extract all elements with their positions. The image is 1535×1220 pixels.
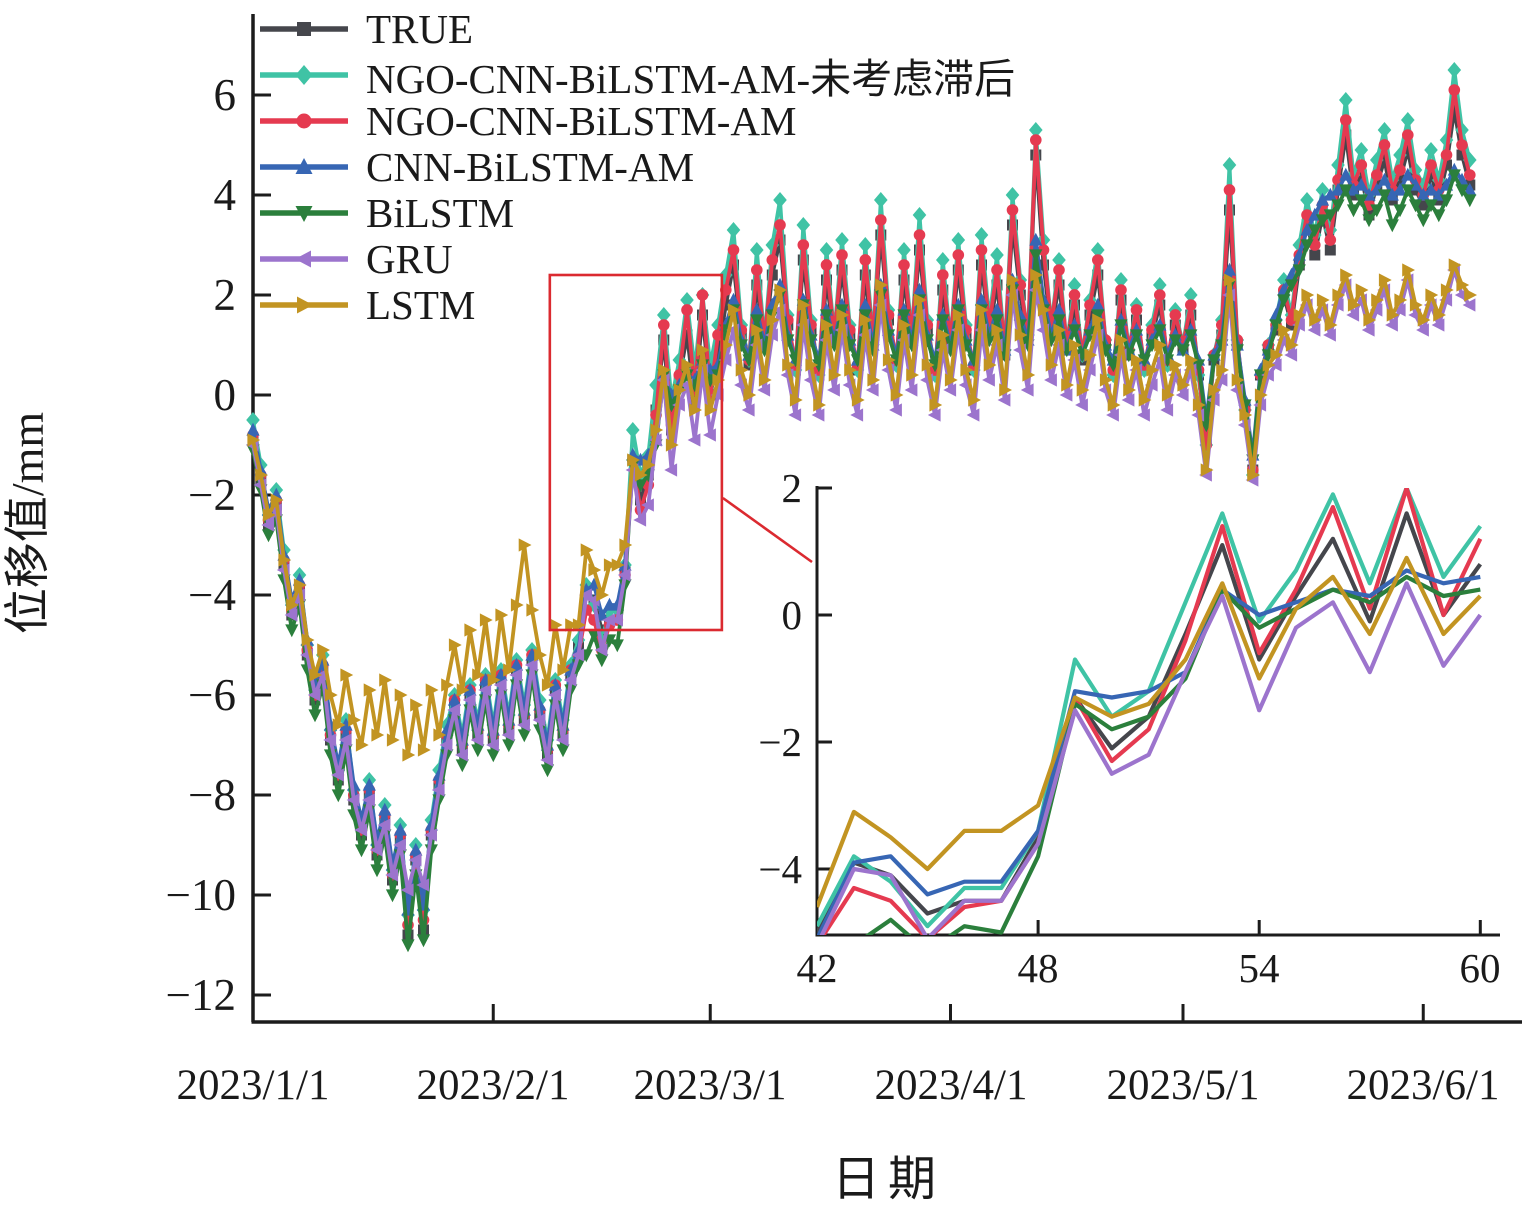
series-LSTM [247,258,1477,762]
inset-x-tick-label: 48 [1017,945,1059,991]
y-tick-label: −12 [165,970,236,1020]
inset-series [817,488,1483,935]
legend-item-true: TRUE [258,6,1015,52]
legend-label: TRUE [366,6,474,52]
y-tick-label: 0 [213,370,237,420]
zoom-rect [548,273,724,632]
inset-y-tick-label: 0 [781,592,803,638]
inset-x-tick-label: 42 [796,945,838,991]
legend: TRUE NGO-CNN-BiLSTM-AM-未考虑滞后 NGO-CNN-BiL… [258,6,1015,328]
inset-series-BiLSTM [864,574,1481,935]
y-tick-label: −6 [188,670,236,720]
legend-marker-icon [260,250,348,268]
legend-marker-icon [260,113,348,129]
legend-marker-icon [260,22,348,36]
inset-series-CNN-BiLSTM-AM [817,568,1481,935]
zoom-region [548,273,813,632]
x-tick-label: 2023/5/1 [1106,1062,1260,1109]
inset-x-tick-label: 60 [1459,945,1501,991]
y-tick-label: 2 [213,270,237,320]
inset-series-NGO-CNN-BiLSTM-AM [821,488,1483,935]
y-axis-title: 位移值/mm [2,411,53,635]
legend-item-cnn-bilstm-am: CNN-BiLSTM-AM [258,144,1015,190]
inset-chart [815,486,1500,937]
inset-x-tick-label: 54 [1238,945,1280,991]
inset-series-LSTM [817,555,1482,908]
inset-y-tick-label: −2 [758,719,802,765]
y-tick-label: −2 [188,470,236,520]
legend-label: CNN-BiLSTM-AM [366,144,695,190]
y-tick-label: −8 [188,770,236,820]
x-tick-label: 2023/3/1 [633,1062,787,1109]
zoom-connector-line [722,496,813,564]
y-tick-label: −10 [165,870,236,920]
inset-y-tick-label: −4 [758,846,802,892]
legend-marker-icon [260,206,348,222]
y-tick-label: 6 [213,70,237,120]
legend-item-ngo-cnn-bilstm-am-no-lag: NGO-CNN-BiLSTM-AM-未考虑滞后 [258,52,1015,102]
legend-item-gru: GRU [258,236,1015,282]
legend-label: LSTM [366,282,476,328]
legend-item-lstm: LSTM [258,282,1015,328]
legend-item-ngo-cnn-bilstm-am: NGO-CNN-BiLSTM-AM [258,98,1015,144]
legend-item-bilstm: BiLSTM [258,190,1015,236]
inset-y-tick-label: 2 [781,465,803,511]
x-axis-title: 日期 [831,1153,944,1206]
x-tick-label: 2023/4/1 [874,1062,1028,1109]
legend-marker-icon [260,296,348,314]
x-tick-label: 2023/2/1 [416,1062,570,1109]
x-tick-label: 2023/1/1 [176,1062,330,1109]
legend-marker-icon [260,158,348,174]
main-axes [251,14,1522,1024]
inset-series-GRU [819,581,1483,935]
y-tick-label: −4 [188,570,236,620]
legend-label: BiLSTM [366,190,515,236]
legend-label: NGO-CNN-BiLSTM-AM [366,98,797,144]
x-tick-label: 2023/6/1 [1346,1062,1500,1109]
legend-label: GRU [366,236,453,282]
legend-label: NGO-CNN-BiLSTM-AM-未考虑滞后 [366,56,1016,102]
y-tick-label: 4 [213,170,237,220]
legend-marker-icon [260,65,348,85]
